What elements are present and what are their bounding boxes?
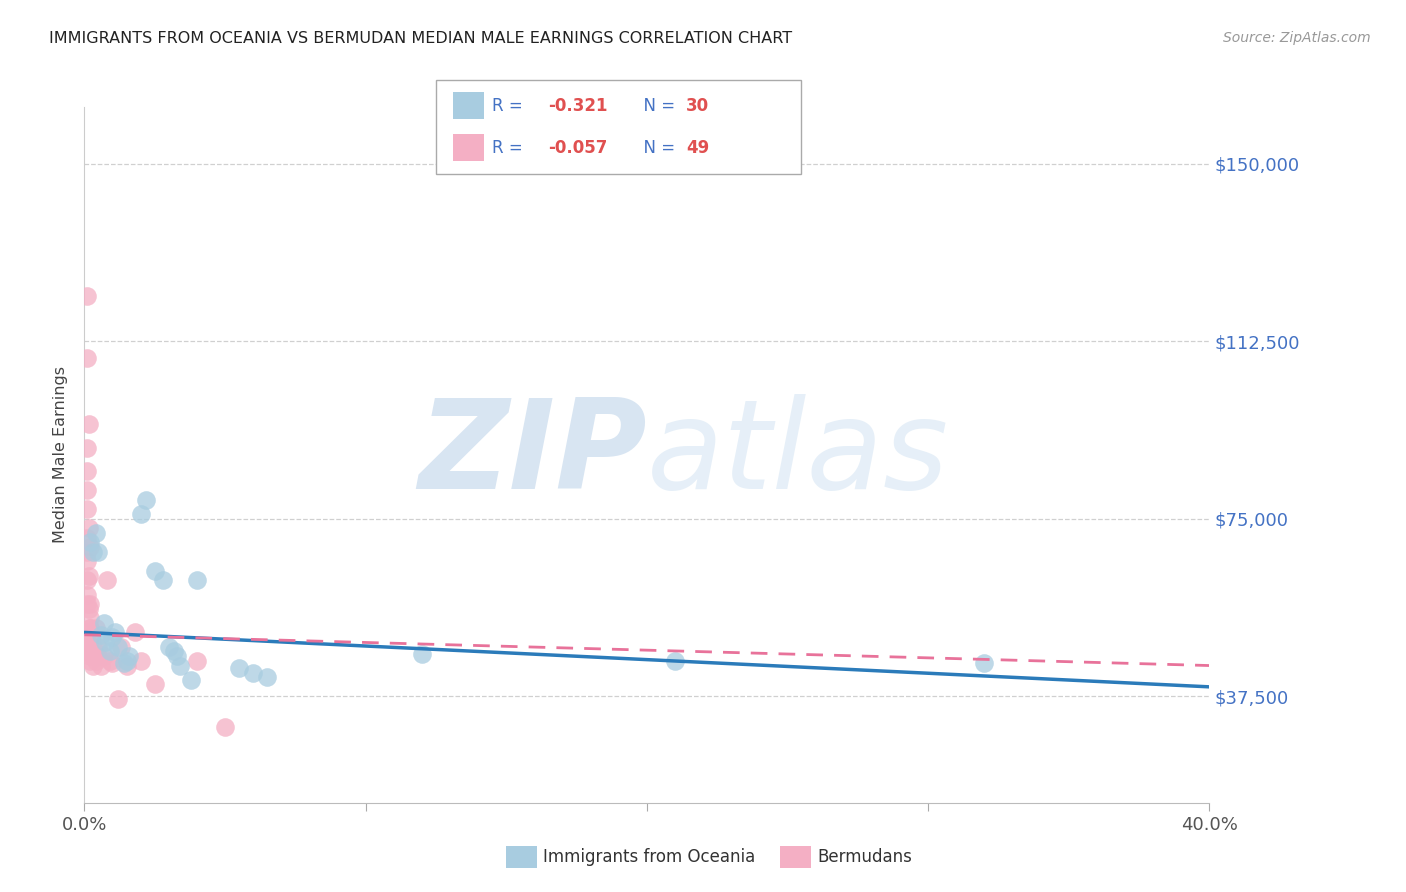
Point <box>76 632 98 647</box>
Point <box>98 644 121 658</box>
Text: Bermudans: Bermudans <box>817 848 911 866</box>
Point <box>228 661 250 675</box>
Text: Source: ZipAtlas.com: Source: ZipAtlas.com <box>1223 31 1371 45</box>
Point <box>76 483 98 498</box>
Point <box>101 630 124 644</box>
Point <box>79 597 101 611</box>
Point <box>79 621 101 635</box>
Point <box>79 611 101 625</box>
Point <box>79 649 101 664</box>
Point <box>98 654 121 668</box>
Point <box>79 535 101 549</box>
Point <box>79 540 101 554</box>
Point <box>169 658 191 673</box>
Point <box>143 677 166 691</box>
Point <box>76 588 98 602</box>
Point <box>76 545 98 559</box>
Point <box>163 644 186 658</box>
Point <box>76 554 98 568</box>
Text: atlas: atlas <box>647 394 949 516</box>
Point <box>664 654 686 668</box>
Point <box>82 545 104 559</box>
Point <box>76 465 98 479</box>
Point <box>79 640 101 654</box>
Point <box>76 644 98 658</box>
Point <box>101 656 124 670</box>
Point <box>166 649 188 664</box>
Point <box>157 640 180 654</box>
Point <box>76 531 98 545</box>
Point <box>76 502 98 516</box>
Point <box>104 625 127 640</box>
Text: IMMIGRANTS FROM OCEANIA VS BERMUDAN MEDIAN MALE EARNINGS CORRELATION CHART: IMMIGRANTS FROM OCEANIA VS BERMUDAN MEDI… <box>49 31 793 46</box>
Point <box>76 640 98 654</box>
Point <box>76 574 98 588</box>
Point <box>82 658 104 673</box>
Point <box>77 521 100 535</box>
Text: -0.321: -0.321 <box>548 96 607 115</box>
Point <box>87 640 110 654</box>
Point <box>186 574 208 588</box>
Point <box>129 654 152 668</box>
Point <box>90 628 112 642</box>
Point <box>82 640 104 654</box>
Text: -0.057: -0.057 <box>548 139 607 157</box>
Point <box>76 289 98 303</box>
Text: R =: R = <box>492 96 529 115</box>
Point <box>77 568 100 582</box>
Point <box>411 647 433 661</box>
Point <box>115 658 138 673</box>
Point <box>214 720 236 734</box>
Point <box>77 417 100 432</box>
Point <box>107 640 129 654</box>
Point <box>76 597 98 611</box>
Point <box>112 656 135 670</box>
Point <box>87 649 110 664</box>
Point <box>129 507 152 521</box>
Y-axis label: Median Male Earnings: Median Male Earnings <box>53 367 69 543</box>
Point <box>115 654 138 668</box>
Point <box>256 670 278 684</box>
Text: N =: N = <box>633 96 681 115</box>
Point <box>186 654 208 668</box>
Point <box>94 635 117 649</box>
Point <box>87 545 110 559</box>
Point <box>93 649 115 664</box>
Point <box>90 658 112 673</box>
Point <box>107 691 129 706</box>
Point <box>180 673 202 687</box>
Text: ZIP: ZIP <box>418 394 647 516</box>
Point <box>124 625 146 640</box>
Point <box>77 601 100 615</box>
Text: N =: N = <box>633 139 681 157</box>
Point <box>135 492 157 507</box>
Point <box>973 656 995 670</box>
Point <box>96 574 118 588</box>
Point <box>82 649 104 664</box>
Point <box>93 615 115 630</box>
Text: R =: R = <box>492 139 529 157</box>
Point <box>76 625 98 640</box>
Point <box>79 654 101 668</box>
Point <box>76 351 98 365</box>
Text: Immigrants from Oceania: Immigrants from Oceania <box>543 848 755 866</box>
Point <box>79 621 101 635</box>
Point <box>76 441 98 455</box>
Point <box>84 621 107 635</box>
Text: 30: 30 <box>686 96 709 115</box>
Point <box>118 649 141 664</box>
Point <box>143 564 166 578</box>
Point <box>80 630 103 644</box>
Point <box>242 665 264 680</box>
Point <box>84 654 107 668</box>
Text: 49: 49 <box>686 139 710 157</box>
Point <box>84 526 107 541</box>
Point <box>110 640 132 654</box>
Point <box>152 574 174 588</box>
